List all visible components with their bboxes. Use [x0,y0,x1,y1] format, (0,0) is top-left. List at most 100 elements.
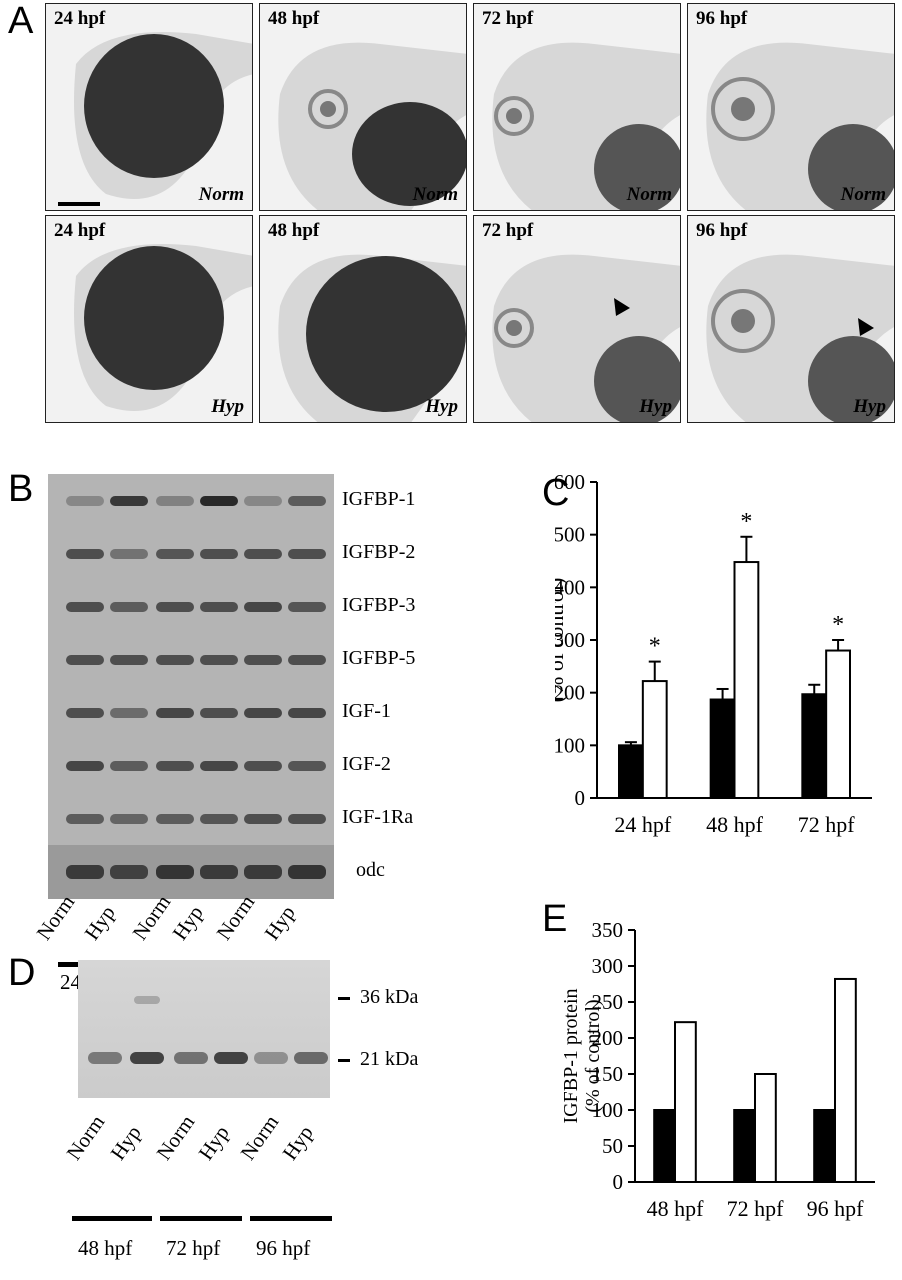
arrowhead-marker [858,318,874,336]
y-tick-label: 300 [555,628,585,652]
embryo-illustration [74,244,252,411]
panel-letter-d: D [8,952,36,994]
gel-band [200,655,238,665]
bar [834,977,857,1183]
gel-band [66,708,104,718]
tile-time-label: 96 hpf [696,8,748,29]
gel-band [244,761,282,771]
gel-row [48,527,334,581]
blot-band [174,1052,208,1064]
gel-band [110,602,148,612]
tile-condition-label: Norm [198,184,244,205]
bar [825,649,851,799]
micrograph-tile: 72 hpf Hyp [473,215,681,423]
gene-label: IGF-1 [342,700,391,722]
panel-letter-e: E [542,898,568,940]
gel-band [244,814,282,824]
x-tick-label: 48 hpf [647,1196,705,1221]
tile-condition-label: Norm [412,184,458,205]
y-tick-label: 200 [592,1026,624,1050]
y-tick-label: 400 [555,575,585,599]
gel-row [48,845,334,899]
embryo-illustration [278,42,466,210]
group-bar [160,1216,242,1221]
gel-band [156,602,194,612]
gel-band [110,549,148,559]
gel-band [288,865,326,879]
gel-band [110,655,148,665]
y-tick-label: 250 [592,990,624,1014]
micrograph-tile: 24 hpf Hyp [45,215,253,423]
bar [801,693,828,800]
blot-band [130,1052,164,1064]
gene-label: IGFBP-1 [342,488,416,510]
micrograph-tile: 72 hpf Norm [473,3,681,211]
significance-mark: * [832,612,844,638]
blot-band [214,1052,248,1064]
micrograph-tile: 96 hpf Hyp [687,215,895,423]
y-tick-label: 500 [555,523,585,547]
bar [674,1021,697,1183]
gel-band [66,602,104,612]
marker-36-label: 36 kDa [360,986,419,1008]
tile-time-label: 72 hpf [482,8,534,29]
blot-band-faint [134,996,160,1004]
y-axis-label-unit: (% of control) [555,578,568,703]
gel-panel-b [48,474,334,899]
blot-band [254,1052,288,1064]
gel-row [48,580,334,634]
group-label: 48 hpf [78,1236,133,1260]
gel-band [110,761,148,771]
panel-letter-a: A [8,0,34,42]
bar [754,1073,777,1183]
embryo-illustration [492,254,680,422]
gel-band [156,496,194,506]
tile-time-label: 96 hpf [696,220,748,241]
gel-band [156,761,194,771]
blot-band [294,1052,328,1064]
gene-label: IGF-1Ra [342,806,414,828]
embryo-illustration [278,254,466,422]
marker-21-label: 21 kDa [360,1048,419,1070]
gel-band [200,708,238,718]
lane-label: Hyp [79,901,120,945]
tile-condition-label: Norm [626,184,672,205]
chart-e: 0 50 100 150 200 250 300 350 48 hpf 72 hpf 96 hpf I… [560,918,875,1221]
significance-mark: * [649,634,661,660]
gel-band [244,655,282,665]
gel-band [110,814,148,824]
embryo-illustration [706,254,894,422]
tile-condition-label: Norm [840,184,886,205]
lane-label: Hyp [193,1121,234,1165]
tile-time-label: 72 hpf [482,220,534,241]
blot-band [88,1052,122,1064]
x-tick-label: 24 hpf [614,812,672,837]
marker-21-tick [338,1059,350,1062]
tile-time-label: 24 hpf [54,8,106,29]
bar [733,561,760,800]
group-label: 72 hpf [166,1236,221,1260]
embryo-illustration [74,32,252,199]
gel-band [156,708,194,718]
embryo-illustration [492,42,680,210]
x-tick-label: 72 hpf [798,812,856,837]
y-tick-label: 0 [613,1170,624,1194]
micrograph-tile: 48 hpf Hyp [259,215,467,423]
gel-band [66,655,104,665]
gene-label: IGFBP-5 [342,647,416,669]
group-bar [250,1216,332,1221]
lane-label: Hyp [105,1121,146,1165]
scale-bar [58,202,100,206]
gel-band [156,865,194,879]
gel-band [200,549,238,559]
western-blot-d [78,960,330,1098]
gel-band [288,549,326,559]
gel-band [200,865,238,879]
gel-band [110,708,148,718]
marker-36-tick [338,997,350,1000]
gel-band [66,761,104,771]
bar [709,698,736,799]
micrograph-tile: 24 hpf Norm [45,3,253,211]
gel-band [200,496,238,506]
lane-label: Hyp [259,901,300,945]
